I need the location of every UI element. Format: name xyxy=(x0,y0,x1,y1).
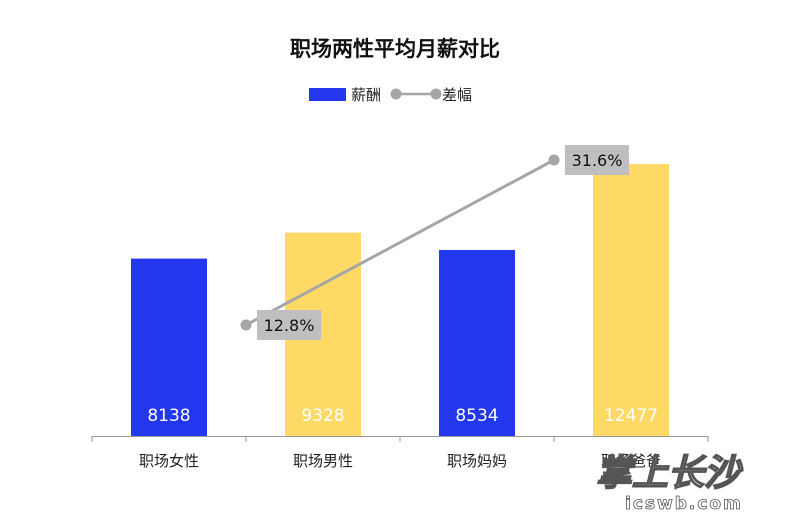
legend-label-diff: 差幅 xyxy=(442,86,472,104)
x-tick-label: 职场男性 xyxy=(293,452,353,470)
bar xyxy=(131,258,207,436)
x-tick-label: 职场妈妈 xyxy=(447,452,507,470)
diff-line xyxy=(245,158,555,327)
diff-label-box xyxy=(257,310,321,340)
bar xyxy=(439,249,515,436)
x-tick-label: 职场爸爸 xyxy=(601,452,661,470)
bar-value-label: 8138 xyxy=(147,406,190,426)
diff-line-group: 12.8% 31.6% xyxy=(240,145,629,340)
diff-point xyxy=(548,154,560,166)
watermark-url: icswb.com xyxy=(625,494,743,514)
watermark: 掌上长沙 icswb.com xyxy=(595,452,744,514)
watermark-logo: 掌上长沙 xyxy=(596,453,743,494)
legend-swatch-salary xyxy=(309,88,346,101)
bars-group: 8138 9328 8534 12477 xyxy=(131,164,669,436)
x-tick-label: 职场女性 xyxy=(139,452,199,470)
legend-marker-diff-start xyxy=(390,88,402,100)
legend-marker-diff-end xyxy=(430,88,442,100)
bar-value-label: 9328 xyxy=(301,406,344,426)
diff-label-box xyxy=(565,145,629,175)
legend: 薪酬 差幅 xyxy=(309,86,472,104)
diff-label: 31.6% xyxy=(572,151,623,170)
diff-label: 12.8% xyxy=(264,316,315,335)
legend-label-salary: 薪酬 xyxy=(351,86,381,104)
diff-point xyxy=(240,319,252,331)
bar-value-label: 8534 xyxy=(455,406,498,426)
chart-title: 职场两性平均月薪对比 xyxy=(290,37,500,61)
bar xyxy=(593,164,669,436)
x-axis: 职场女性 职场男性 职场妈妈 职场爸爸 xyxy=(91,436,709,470)
bar-value-label: 12477 xyxy=(604,406,658,426)
